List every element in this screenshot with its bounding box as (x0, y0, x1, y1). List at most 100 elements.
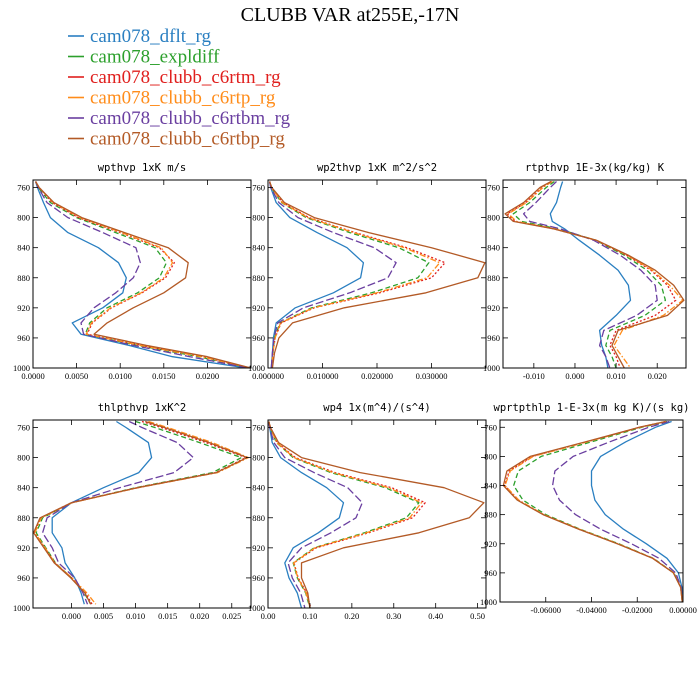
series-group (268, 181, 486, 368)
panel-1: wpthvp 1xK m/s76080084088092096010000.00… (13, 162, 252, 381)
x-tick-label: 0.000000 (252, 371, 284, 381)
x-tick-label: -0.04000 (576, 605, 606, 615)
series-line-cam078_dflt_rg (268, 421, 345, 608)
y-tick-label: 880 (17, 513, 30, 523)
x-tick-label: 0.000 (62, 611, 81, 621)
legend-label-cam078_clubb_c6rtbm_rg: cam078_clubb_c6rtbm_rg (90, 108, 291, 129)
y-tick-label: 1000 (13, 603, 30, 613)
legend-label-cam078_dflt_rg: cam078_dflt_rg (90, 26, 212, 47)
series-line-cam078_clubb_c6rtp_rg (268, 181, 441, 368)
x-tick-label: 0.020000 (361, 371, 393, 381)
series-line-cam078_clubb_c6rtp_rg (507, 180, 684, 368)
x-tick-label: -0.02000 (622, 605, 652, 615)
plot-frame (32, 179, 252, 369)
x-tick-label: 0.015 (158, 611, 177, 621)
y-tick-label: 800 (17, 213, 30, 223)
series-line-cam078_clubb_c6rtm_rg (506, 180, 677, 368)
y-tick-label: 920 (252, 543, 265, 553)
plot-frame (502, 179, 687, 369)
y-tick-label: 880 (484, 510, 497, 520)
panel-title: wp4 1x(m^4)/(s^4) (323, 402, 430, 414)
legend-label-cam078_clubb_c6rtbp_rg: cam078_clubb_c6rtbp_rg (90, 129, 285, 150)
x-tick-label: 0.0200 (196, 371, 219, 381)
panel-3: rtpthvp 1E-3x(kg/kg) K 760 800 840 880 920 960… (483, 162, 687, 381)
series-line-cam078_clubb_c6rtm_rg (268, 181, 446, 368)
panel-title: wpthvp 1xK m/s (98, 162, 187, 174)
series-line-cam078_clubb_c6rtbp_rg (35, 181, 251, 368)
x-tick-label: 0.10 (302, 611, 317, 621)
series-line-cam078_clubb_c6rtbp_rg (502, 420, 683, 602)
y-tick-label: 840 (252, 243, 265, 253)
y-tick-label: 920 (484, 539, 497, 549)
panel-4: thlpthvp 1xK^2 760 800 840 880 920 960 1000 0.00… (13, 402, 252, 621)
y-tick-label: 920 (17, 543, 30, 553)
x-tick-label: 0.0150 (152, 371, 175, 381)
x-tick-label: 0.00 (261, 611, 276, 621)
legend-label-cam078_clubb_c6rtp_rg: cam078_clubb_c6rtp_rg (90, 88, 276, 109)
panel-title: thlpthvp 1xK^2 (98, 402, 187, 414)
series-line-cam078_clubb_c6rtbm_rg (551, 420, 683, 602)
legend: cam078_dflt_rgcam078_expldiffcam078_club… (68, 26, 291, 150)
y-tick-label: 1000 (248, 603, 265, 613)
x-tick-label: 0.010000 (307, 371, 339, 381)
x-tick-label: 0.010 (126, 611, 145, 621)
x-tick-label: 0.50 (470, 611, 485, 621)
y-tick-label: 1000 (483, 363, 500, 373)
y-tick-label: 760 (484, 422, 497, 432)
y-tick-label: 840 (17, 243, 30, 253)
y-tick-label: 960 (487, 333, 500, 343)
x-tick-label: 0.30 (386, 611, 401, 621)
y-tick-label: 800 (252, 453, 265, 463)
x-tick-label: -0.06000 (531, 605, 561, 615)
legend-label-cam078_expldiff: cam078_expldiff (90, 47, 220, 68)
y-tick-label: 800 (17, 453, 30, 463)
series-line-cam078_dflt_rg (549, 181, 632, 368)
series-line-cam078_clubb_c6rtbm_rg (268, 181, 397, 368)
series-line-cam078_expldiff (512, 180, 667, 368)
series-line-cam078_clubb_c6rtbp_rg (268, 421, 485, 608)
x-tick-label: 0.20 (344, 611, 359, 621)
y-tick-label: 960 (252, 333, 265, 343)
series-line-cam078_dflt_rg (268, 181, 365, 368)
y-tick-label: 760 (17, 183, 30, 193)
y-tick-label: 1000 (480, 597, 497, 607)
panel-title: rtpthvp 1E-3x(kg/kg) K (525, 162, 665, 174)
y-tick-label: 920 (252, 303, 265, 313)
series-group (504, 180, 685, 368)
series-line-cam078_clubb_c6rtbm_rg (35, 181, 249, 368)
x-tick-label: 0.0050 (65, 371, 88, 381)
plot-frame (267, 419, 487, 609)
series-group (34, 181, 251, 368)
series-line-cam078_clubb_c6rtp_rg (268, 421, 423, 608)
x-tick-label: 0.020 (648, 371, 667, 381)
y-tick-label: 960 (17, 573, 30, 583)
x-tick-label: 0.40 (428, 611, 443, 621)
y-tick-label: 920 (17, 303, 30, 313)
panel-5: wp4 1x(m^4)/(s^4)76080084088092096010000… (248, 402, 487, 621)
series-line-cam078_clubb_c6rtbp_rg (504, 180, 685, 368)
y-tick-label: 960 (17, 333, 30, 343)
y-tick-label: 880 (17, 273, 30, 283)
y-tick-label: 840 (487, 243, 500, 253)
series-group (268, 421, 485, 608)
x-tick-label: 0.025 (222, 611, 241, 621)
series-line-cam078_clubb_c6rtp_rg (34, 420, 250, 605)
x-tick-label: 0.020 (190, 611, 209, 621)
y-tick-label: 840 (17, 483, 30, 493)
panels: wpthvp 1xK m/s76080084088092096010000.00… (13, 162, 697, 621)
x-tick-label: 0.0000 (21, 371, 44, 381)
panel-6: wprtpthlp 1-E-3x(m kg K)/(s kg) 760 800 840… (480, 402, 697, 615)
x-tick-label: -0.010 (523, 371, 545, 381)
series-line-cam078_dflt_rg (590, 420, 683, 602)
y-tick-label: 920 (487, 303, 500, 313)
y-tick-label: 760 (487, 183, 500, 193)
series-line-cam078_clubb_c6rtbm_rg (522, 181, 658, 368)
x-tick-label: 0.005 (94, 611, 113, 621)
series-line-cam078_clubb_c6rtbm_rg (268, 421, 363, 608)
y-tick-label: 840 (252, 483, 265, 493)
legend-label-cam078_clubb_c6rtm_rg: cam078_clubb_c6rtm_rg (90, 67, 281, 88)
x-tick-label: 0.000 (565, 371, 584, 381)
series-group (502, 420, 683, 602)
y-tick-label: 800 (487, 213, 500, 223)
